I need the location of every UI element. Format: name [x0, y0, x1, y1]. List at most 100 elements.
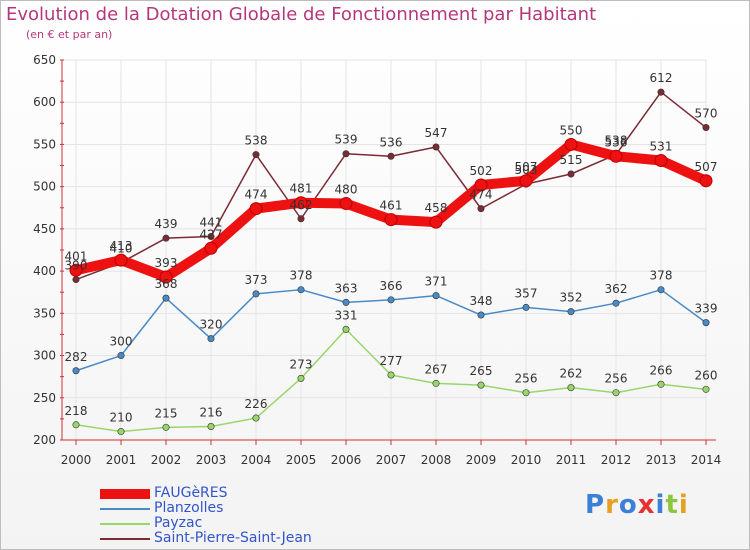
data-point-faug-res	[114, 253, 128, 267]
legend-item-planzolles: Planzolles	[100, 501, 312, 516]
logo-letter: i	[655, 490, 666, 520]
data-label-saint-pierre-saint-jean: 536	[380, 135, 403, 149]
data-label-planzolles: 366	[380, 279, 403, 293]
data-point-planzolles	[477, 311, 485, 319]
x-tick-label: 2008	[421, 453, 452, 467]
legend-label-payzac: Payzac	[154, 515, 203, 531]
chart-title: Evolution de la Dotation Globale de Fonc…	[6, 4, 597, 25]
data-label-payzac: 216	[200, 405, 223, 419]
data-point-saint-pierre-saint-jean	[657, 88, 665, 96]
data-label-payzac: 265	[470, 364, 493, 378]
x-tick-label: 2000	[61, 453, 92, 467]
y-tick-label: 500	[33, 180, 56, 194]
data-label-payzac: 218	[65, 404, 88, 418]
legend-item-payzac: Payzac	[100, 516, 312, 531]
x-tick-label: 2014	[691, 453, 722, 467]
legend-label-planzolles: Planzolles	[154, 500, 224, 516]
data-label-payzac: 277	[380, 354, 403, 368]
legend-swatch-faugeres	[100, 488, 150, 499]
data-label-saint-pierre-saint-jean: 538	[605, 134, 628, 148]
data-point-payzac	[567, 384, 575, 392]
data-label-planzolles: 371	[425, 275, 448, 289]
data-label-planzolles: 282	[65, 350, 88, 364]
y-tick-label: 200	[33, 433, 56, 447]
data-label-faug-res: 502	[470, 164, 493, 178]
data-label-planzolles: 300	[110, 335, 133, 349]
x-tick-label: 2004	[241, 453, 272, 467]
data-point-faug-res	[654, 153, 668, 167]
data-label-saint-pierre-saint-jean: 462	[290, 198, 313, 212]
data-point-faug-res	[339, 197, 353, 211]
data-label-saint-pierre-saint-jean: 441	[200, 215, 223, 229]
data-label-saint-pierre-saint-jean: 410	[110, 242, 133, 256]
x-tick-label: 2013	[646, 453, 677, 467]
data-point-planzolles	[612, 299, 620, 307]
data-point-planzolles	[117, 352, 125, 360]
x-tick-label: 2009	[466, 453, 497, 467]
data-label-saint-pierre-saint-jean: 612	[650, 71, 673, 85]
data-label-saint-pierre-saint-jean: 474	[470, 188, 493, 202]
data-point-planzolles	[522, 303, 530, 311]
data-point-faug-res	[609, 149, 623, 163]
data-point-faug-res	[69, 263, 83, 277]
y-tick-label: 250	[33, 391, 56, 405]
data-point-faug-res	[474, 178, 488, 192]
data-label-saint-pierre-saint-jean: 515	[560, 153, 583, 167]
data-label-payzac: 267	[425, 362, 448, 376]
data-label-planzolles: 363	[335, 281, 358, 295]
data-point-planzolles	[342, 298, 350, 306]
data-label-payzac: 273	[290, 357, 313, 371]
logo-letter: t	[665, 490, 679, 520]
data-point-faug-res	[294, 196, 308, 210]
data-label-faug-res: 536	[605, 135, 628, 149]
data-point-payzac	[432, 379, 440, 387]
data-point-saint-pierre-saint-jean	[702, 124, 710, 132]
data-label-saint-pierre-saint-jean: 439	[155, 217, 178, 231]
y-tick-label: 400	[33, 264, 56, 278]
data-point-saint-pierre-saint-jean	[387, 152, 395, 160]
data-label-saint-pierre-saint-jean: 390	[65, 259, 88, 273]
data-point-saint-pierre-saint-jean	[252, 151, 260, 159]
logo-letter: i	[678, 490, 689, 520]
legend-swatch-payzac	[100, 522, 150, 525]
x-tick-label: 2001	[106, 453, 137, 467]
data-point-faug-res	[159, 270, 173, 284]
data-point-payzac	[117, 428, 125, 436]
data-point-planzolles	[207, 335, 215, 343]
data-point-planzolles	[702, 319, 710, 327]
data-label-faug-res: 550	[560, 123, 583, 137]
data-point-payzac	[297, 374, 305, 382]
logo-letter: P	[585, 490, 606, 520]
data-point-faug-res	[699, 174, 713, 188]
data-label-saint-pierre-saint-jean: 539	[335, 133, 358, 147]
data-label-planzolles: 368	[155, 277, 178, 291]
data-label-planzolles: 357	[515, 286, 538, 300]
data-label-payzac: 256	[605, 372, 628, 386]
data-point-payzac	[342, 325, 350, 333]
data-label-saint-pierre-saint-jean: 538	[245, 134, 268, 148]
data-label-payzac: 331	[335, 308, 358, 322]
data-point-payzac	[657, 380, 665, 388]
data-label-planzolles: 339	[695, 302, 718, 316]
logo-letter: o	[618, 490, 638, 520]
data-point-payzac	[702, 385, 710, 393]
y-tick-label: 600	[33, 95, 56, 109]
y-tick-label: 350	[33, 306, 56, 320]
data-label-payzac: 262	[560, 367, 583, 381]
data-label-payzac: 226	[245, 397, 268, 411]
x-tick-label: 2011	[556, 453, 587, 467]
y-tick-label: 550	[33, 137, 56, 151]
data-label-planzolles: 362	[605, 282, 628, 296]
proxiti-logo: Proxiti	[585, 490, 689, 520]
data-point-planzolles	[657, 286, 665, 294]
legend-label-saint-pierre: Saint-Pierre-Saint-Jean	[154, 530, 312, 546]
legend: FAUGèRES Planzolles Payzac Saint-Pierre-…	[100, 486, 312, 546]
data-label-faug-res: 481	[290, 182, 313, 196]
data-label-planzolles: 373	[245, 273, 268, 287]
logo-letter: r	[605, 490, 619, 520]
data-label-saint-pierre-saint-jean: 570	[695, 107, 718, 121]
data-point-saint-pierre-saint-jean	[477, 205, 485, 213]
data-label-payzac: 266	[650, 363, 673, 377]
data-point-planzolles	[252, 290, 260, 298]
